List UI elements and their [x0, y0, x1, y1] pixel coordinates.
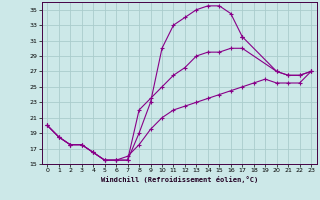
X-axis label: Windchill (Refroidissement éolien,°C): Windchill (Refroidissement éolien,°C) [100, 176, 258, 183]
